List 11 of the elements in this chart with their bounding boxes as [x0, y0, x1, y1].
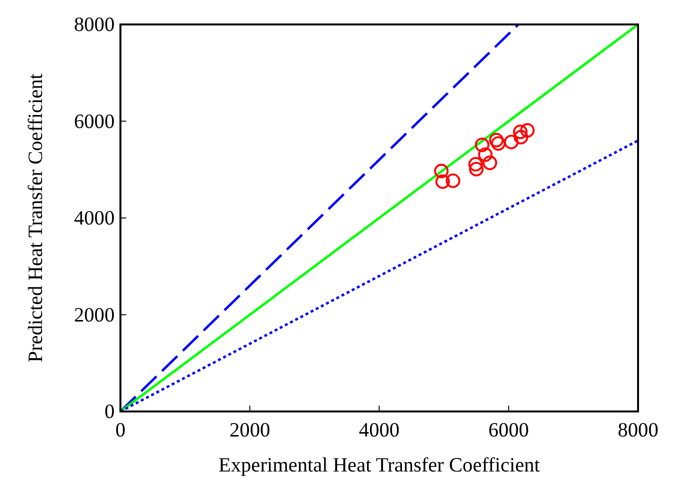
y-tick-label: 2000 [74, 304, 115, 326]
y-axis-title: Predicted Heat Transfer Coefficient [25, 73, 48, 362]
y-tick-label: 8000 [74, 14, 115, 36]
x-tick-label: 8000 [618, 420, 658, 442]
x-tick-label: 6000 [488, 420, 529, 442]
y-tick-label: 4000 [74, 208, 115, 230]
y-tick-label: 6000 [74, 110, 115, 133]
x-axis-title: Experimental Heat Transfer Coefficient [218, 454, 540, 476]
x-tick-label: 2000 [230, 420, 270, 442]
x-tick-label: 4000 [358, 420, 400, 442]
y-tick-label: 0 [104, 401, 115, 424]
